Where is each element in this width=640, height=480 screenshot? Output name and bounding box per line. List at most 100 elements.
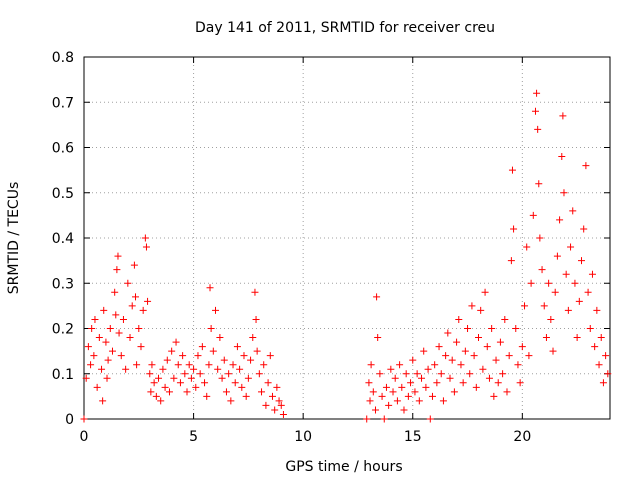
- y-tick-label: 0.8: [52, 50, 74, 66]
- data-point: [172, 338, 180, 346]
- data-point: [277, 401, 285, 409]
- data-point: [558, 153, 566, 161]
- data-point: [279, 410, 287, 418]
- data-point: [258, 388, 266, 396]
- data-point: [104, 356, 112, 364]
- data-point: [407, 379, 415, 387]
- data-point: [488, 325, 496, 332]
- data-point: [599, 379, 607, 387]
- data-point: [268, 392, 276, 400]
- data-point: [111, 288, 119, 296]
- data-point: [229, 361, 237, 369]
- x-tick-label: 0: [80, 429, 89, 445]
- plot-frame: [83, 56, 611, 420]
- data-point: [376, 370, 384, 378]
- data-point: [422, 383, 430, 391]
- data-point: [450, 388, 458, 396]
- data-point: [466, 370, 474, 378]
- data-point: [527, 279, 535, 287]
- data-point: [571, 279, 579, 287]
- data-point: [420, 347, 428, 355]
- data-point: [91, 315, 99, 323]
- data-point: [82, 374, 90, 382]
- data-point: [553, 252, 561, 260]
- data-point: [525, 352, 533, 360]
- data-point: [578, 257, 586, 265]
- data-point: [437, 370, 445, 378]
- x-tick-label: 15: [404, 429, 422, 445]
- data-point: [446, 374, 454, 382]
- x-axis-label: GPS time / hours: [285, 459, 402, 475]
- data-point: [490, 392, 498, 400]
- data-point: [251, 288, 259, 296]
- data-point: [181, 370, 189, 378]
- data-point: [139, 306, 147, 314]
- data-point: [225, 370, 233, 378]
- data-point: [209, 347, 217, 355]
- data-point: [404, 392, 412, 400]
- data-point: [593, 306, 601, 314]
- data-point: [387, 365, 395, 373]
- data-point: [380, 415, 388, 423]
- data-point: [567, 243, 575, 251]
- data-point: [591, 343, 599, 351]
- data-point: [418, 374, 426, 382]
- data-point: [374, 334, 382, 342]
- data-point: [365, 379, 373, 387]
- data-point: [389, 388, 397, 396]
- data-point: [222, 388, 230, 396]
- data-point: [205, 361, 213, 369]
- data-point: [218, 374, 226, 382]
- data-point: [503, 388, 511, 396]
- data-point: [461, 347, 469, 355]
- data-point: [148, 361, 156, 369]
- y-tick-label: 0.4: [52, 231, 74, 247]
- data-point: [242, 392, 250, 400]
- data-point: [396, 361, 404, 369]
- data-point: [135, 325, 143, 332]
- data-point: [240, 352, 248, 360]
- data-point: [595, 361, 603, 369]
- data-point: [249, 334, 257, 342]
- data-point: [87, 361, 95, 369]
- data-point: [133, 361, 141, 369]
- data-point: [499, 370, 507, 378]
- data-point: [586, 325, 594, 332]
- data-point: [507, 257, 515, 265]
- y-axis-label: SRMTID / TECUs: [6, 182, 22, 295]
- data-point: [367, 361, 375, 369]
- data-point: [233, 343, 241, 351]
- x-tick-label: 5: [189, 429, 198, 445]
- data-point: [187, 374, 195, 382]
- data-point: [142, 243, 150, 251]
- data-point: [393, 397, 401, 405]
- data-point: [433, 379, 441, 387]
- data-point: [582, 162, 590, 170]
- data-point: [238, 383, 246, 391]
- data-point: [165, 388, 173, 396]
- data-point: [98, 365, 106, 373]
- data-point: [442, 352, 450, 360]
- data-point: [273, 383, 281, 391]
- data-point: [275, 397, 283, 405]
- data-point: [464, 325, 472, 332]
- data-point: [531, 107, 539, 115]
- data-point: [179, 352, 187, 360]
- data-point: [382, 383, 390, 391]
- data-point: [264, 379, 272, 387]
- data-point: [170, 374, 178, 382]
- data-point: [542, 334, 550, 342]
- data-point: [521, 302, 529, 310]
- data-point: [168, 347, 176, 355]
- data-point: [155, 374, 163, 382]
- data-point: [496, 338, 504, 346]
- data-point: [183, 388, 191, 396]
- data-point: [529, 211, 537, 219]
- data-point: [444, 329, 452, 337]
- data-point: [371, 406, 379, 414]
- data-point: [366, 397, 374, 405]
- data-point: [190, 365, 198, 373]
- data-point: [227, 397, 235, 405]
- data-point: [468, 302, 476, 310]
